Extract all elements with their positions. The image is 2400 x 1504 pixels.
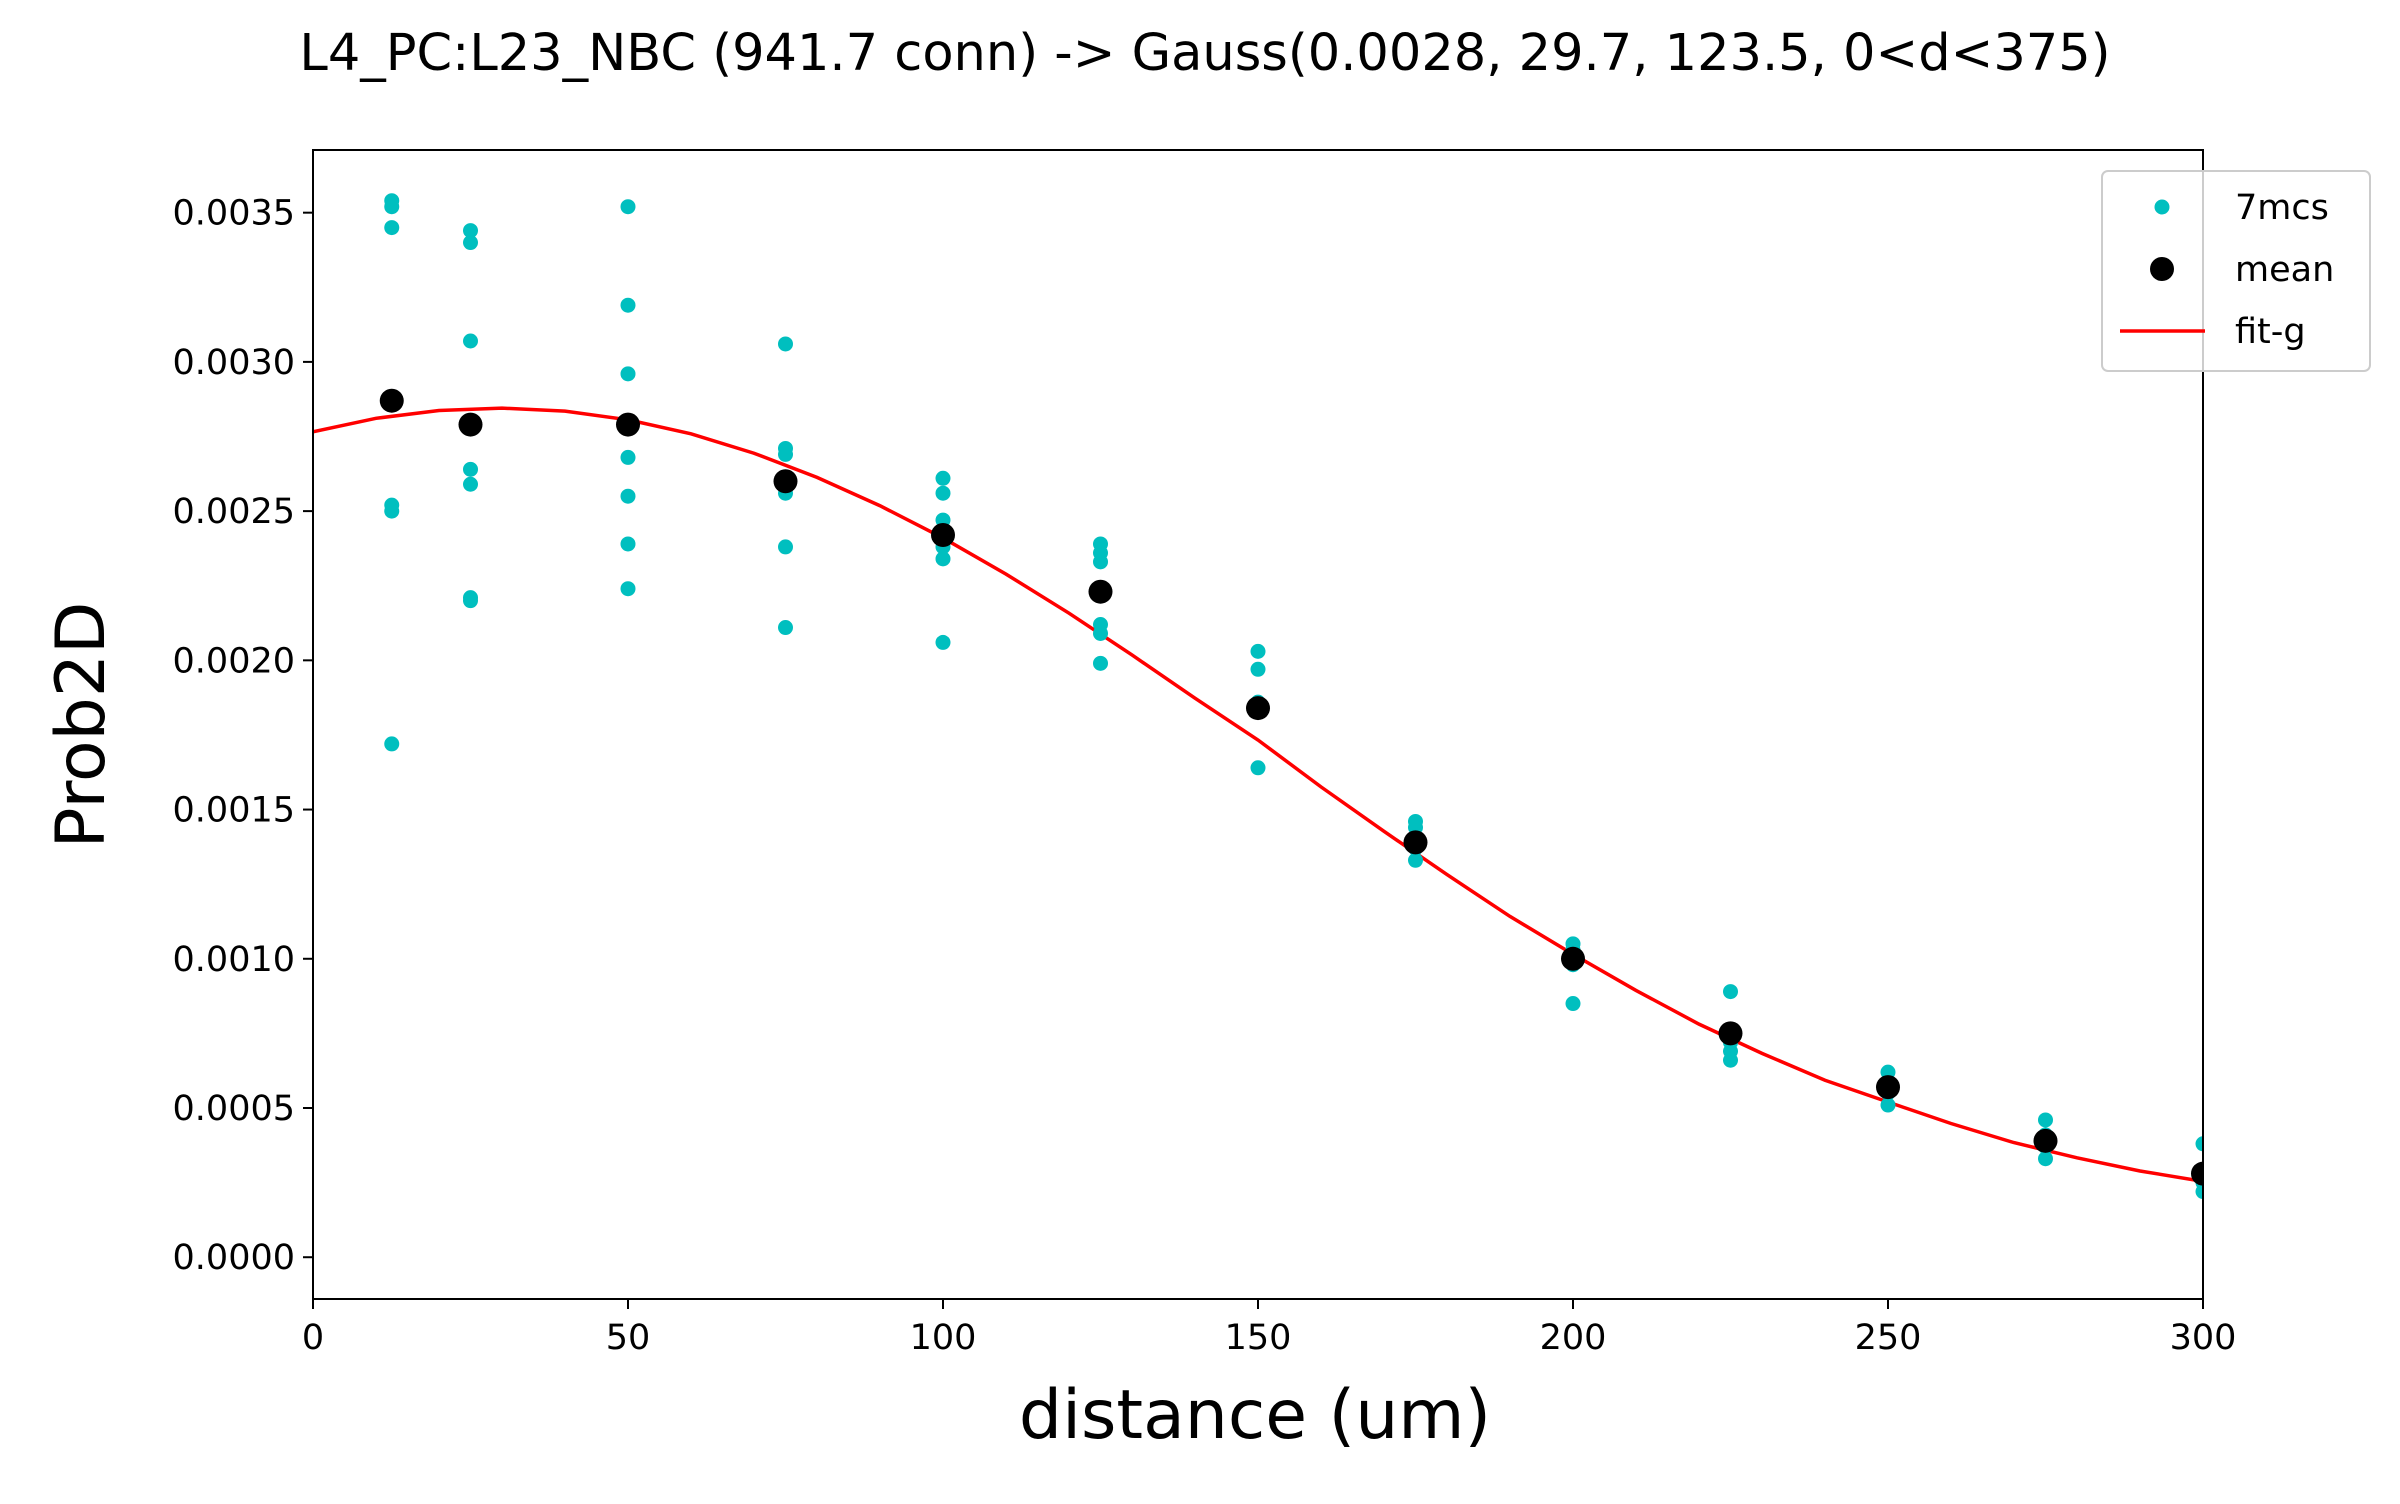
x-tick-label: 0 [302,1318,324,1358]
mean-point [1403,830,1428,855]
sample-point [2038,1112,2053,1128]
legend-swatch-7mcs [2154,199,2170,215]
plot-frame [312,149,2204,1300]
y-tick-label: 0.0035 [173,194,295,234]
x-tick-label: 300 [2170,1318,2237,1358]
legend-label-7mcs: 7mcs [2235,188,2329,228]
sample-point [463,223,478,239]
sample-point [620,581,636,597]
sample-point [620,488,636,504]
mean-point [2191,1161,2203,1186]
legend-label-fit-g: fit-g [2235,312,2306,352]
sample-point [463,476,478,492]
points-layer [313,193,2203,1200]
sample-point [1093,655,1108,671]
sample-point [778,446,793,462]
sample-point [778,336,793,352]
sample-point [384,736,400,752]
mean-point [1876,1075,1900,1100]
sample-point [620,366,636,382]
sample-point [1250,643,1266,659]
x-tick-label: 250 [1855,1318,1922,1358]
sample-point [384,220,400,236]
sample-point [620,297,636,313]
mean-point [931,522,955,547]
x-tick-label: 200 [1540,1318,1607,1358]
x-axis-title: distance (um) [1019,1376,1491,1455]
legend-label-mean: mean [2235,250,2334,290]
sample-point [1093,554,1108,570]
mean-point [1088,579,1113,604]
mean-point [2033,1128,2058,1153]
sample-point [778,539,793,555]
y-tick-label: 0.0030 [173,343,295,383]
sample-point [935,470,951,486]
sample-point [2195,1184,2203,1200]
sample-point [384,503,400,519]
mean-point [458,412,483,437]
y-tick-label: 0.0015 [173,791,295,831]
legend: 7mcs mean fit-g [2101,170,2371,372]
sample-point [463,593,478,609]
sample-point [463,235,478,251]
sample-point [620,536,636,552]
legend-box [2101,170,2371,372]
sample-point [935,634,951,650]
mean-point [1246,696,1270,721]
y-tick-label: 0.0000 [173,1238,295,1278]
sample-point [620,449,636,465]
x-tick-label: 50 [606,1318,651,1358]
sample-point [620,199,636,215]
sample-point [935,551,951,567]
sample-point [935,485,951,501]
sample-point [778,620,793,636]
x-tick-label: 150 [1225,1318,1292,1358]
sample-point [2038,1151,2053,1167]
sample-point [1250,661,1266,677]
sample-point [1723,984,1738,1000]
x-tick-label: 100 [910,1318,977,1358]
fit-g-line [313,406,2203,1184]
mean-point [1718,1021,1743,1046]
sample-point [1250,760,1266,776]
mean-point [616,412,640,437]
legend-swatch-mean [2150,257,2174,281]
sample-point [463,461,478,477]
mean-point [379,388,404,413]
sample-point [1408,852,1423,868]
y-axis-title: Prob2D [42,602,121,849]
y-tick-label: 0.0005 [173,1089,295,1129]
sample-point [384,199,400,215]
sample-point [1723,1052,1738,1068]
sample-point [463,333,478,349]
mean-point [1561,946,1585,971]
sample-point [2195,1136,2203,1152]
mean-point [773,469,798,494]
axes-layer: 0 50 100 150 200 250 300 0.0000 0.0005 0.0010 0.00… [173,149,2237,1358]
y-tick-label: 0.0020 [173,641,295,681]
y-tick-label: 0.0025 [173,492,295,532]
chart-title: L4_PC:L23_NBC (941.7 conn) -> Gauss(0.00… [299,24,2110,83]
y-tick-label: 0.0010 [173,940,295,980]
sample-point [1565,996,1581,1012]
sample-point [1093,625,1108,641]
sample-point [1880,1097,1896,1113]
